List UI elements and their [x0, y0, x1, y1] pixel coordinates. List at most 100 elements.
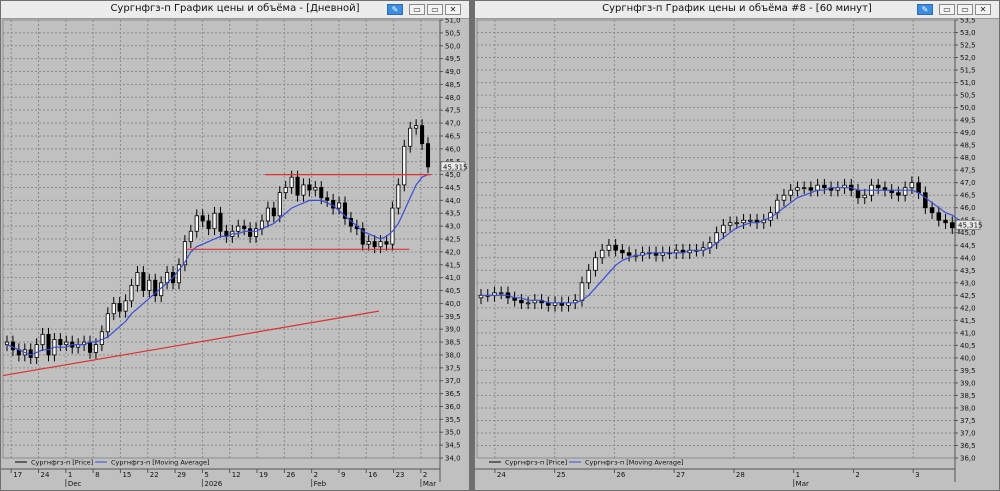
y-tick-label: 40,0	[960, 354, 976, 362]
candle	[319, 187, 324, 199]
y-tick-label: 36,5	[445, 390, 461, 398]
x-month-label: Dec	[68, 480, 82, 488]
y-tick-label: 39,0	[960, 379, 976, 387]
candle	[519, 299, 524, 304]
daily-price-chart[interactable]: 51,0 50,5 50,0 49,5 49,0 48,5 48,0 47,5 47,0 46,5…	[1, 18, 469, 490]
candle	[295, 176, 300, 196]
candle	[402, 145, 407, 186]
y-tick-label: 42,5	[445, 236, 461, 244]
candle	[218, 212, 223, 232]
y-tick-label: 36,0	[960, 455, 976, 463]
y-tick-label: 35,0	[445, 429, 461, 437]
candle	[265, 207, 270, 222]
window-title: Сургнфгз-п График цены и объёма #8 - [60…	[602, 3, 872, 14]
y-tick-label: 49,0	[445, 68, 461, 76]
last-price-box	[955, 219, 981, 230]
candle	[420, 125, 425, 145]
candle	[34, 344, 39, 358]
candle	[896, 192, 901, 196]
candle	[147, 279, 152, 291]
y-tick-label: 49,0	[960, 129, 976, 137]
candle	[586, 269, 591, 284]
y-tick-label: 51,0	[445, 18, 461, 25]
candle	[206, 220, 211, 230]
y-tick-label: 41,0	[445, 274, 461, 282]
y-tick-label: 49,5	[445, 55, 461, 63]
candle	[254, 228, 259, 237]
y-tick-label: 50,5	[960, 92, 976, 100]
y-tick-label: 52,5	[960, 42, 976, 50]
candle	[10, 341, 15, 351]
candle	[277, 192, 282, 217]
y-tick-label: 48,5	[960, 142, 976, 150]
window-title: Сургнфгз-п График цены и объёма - [Дневн…	[110, 3, 360, 14]
candle	[613, 244, 618, 251]
candle	[916, 182, 921, 194]
close-button[interactable]: ✕	[445, 4, 461, 15]
y-tick-label: 48,0	[960, 154, 976, 162]
legend-ma-label: Сургнфгз-п [Moving Average]	[585, 459, 684, 467]
candle	[822, 184, 827, 189]
maximize-button[interactable]: ▭	[957, 4, 973, 15]
daily-chart-window[interactable]: Сургнфгз-п График цены и объёма - [Дневн…	[0, 0, 470, 491]
candle	[141, 272, 146, 291]
candle	[795, 187, 800, 191]
y-tick-label: 49,5	[960, 117, 976, 125]
y-tick-label: 48,0	[445, 94, 461, 102]
y-tick-label: 42,0	[445, 248, 461, 256]
candle	[301, 184, 306, 196]
x-month-label: Feb	[314, 480, 327, 488]
candle	[342, 202, 348, 219]
y-tick-label: 37,0	[960, 429, 976, 437]
y-tick-label: 50,0	[445, 42, 461, 50]
x-tick-label: 9	[341, 471, 345, 479]
candle	[748, 219, 753, 222]
last-price-label: 45,315	[443, 163, 468, 171]
candle	[599, 249, 605, 259]
x-tick-label: 19	[259, 471, 268, 479]
candle	[176, 264, 181, 284]
y-tick-label: 51,0	[960, 79, 976, 87]
candle	[943, 219, 948, 224]
candle	[64, 341, 69, 346]
y-tick-label: 40,5	[960, 342, 976, 350]
y-tick-label: 46,5	[960, 192, 976, 200]
candle	[909, 182, 915, 189]
candle	[248, 228, 253, 237]
x-tick-label: 22	[150, 471, 159, 479]
maximize-button[interactable]: ▭	[427, 4, 443, 15]
y-tick-label: 47,5	[445, 107, 461, 115]
close-button[interactable]: ✕	[975, 4, 991, 15]
candle	[774, 199, 780, 214]
y-tick-label: 38,0	[445, 351, 461, 359]
pin-icon[interactable]: ✎	[387, 4, 403, 15]
hourly-chart-window[interactable]: Сургнфгз-п График цены и объёма #8 - [60…	[474, 0, 1000, 491]
window-titlebar[interactable]: Сургнфгз-п График цены и объёма - [Дневн…	[1, 1, 469, 19]
minimize-button[interactable]: ▭	[939, 4, 955, 15]
moving-average-line	[6, 174, 429, 356]
y-tick-label: 47,0	[960, 179, 976, 187]
x-tick-label: 8	[95, 471, 99, 479]
y-tick-label: 45,0	[445, 171, 461, 179]
y-tick-label: 53,0	[960, 29, 976, 37]
candle	[313, 187, 318, 191]
candle	[862, 194, 867, 199]
candle	[123, 300, 128, 312]
candle	[111, 303, 116, 315]
minimize-button[interactable]: ▭	[409, 4, 425, 15]
legend-price-label: Сургнфгз-п [Price]	[31, 459, 93, 467]
y-tick-label: 41,5	[960, 317, 976, 325]
candle	[414, 125, 419, 129]
y-tick-label: 37,5	[960, 417, 976, 425]
pin-icon[interactable]: ✎	[917, 4, 933, 15]
y-tick-label: 34,0	[445, 455, 461, 463]
candle	[259, 220, 265, 230]
y-tick-label: 46,5	[445, 132, 461, 140]
candle	[325, 197, 330, 201]
candle	[40, 333, 45, 346]
candle	[58, 339, 63, 346]
candle	[425, 143, 431, 168]
x-tick-label: 1	[68, 471, 72, 479]
hourly-price-chart[interactable]: 53,5 53,0 52,5 52,0 51,5 51,0 50,5 50,0 49,5 49,0…	[475, 18, 999, 490]
window-titlebar[interactable]: Сургнфгз-п График цены и объёма #8 - [60…	[475, 1, 999, 19]
